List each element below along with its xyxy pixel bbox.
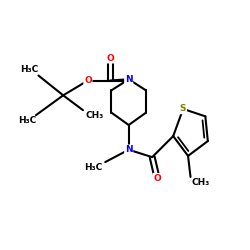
Text: S: S — [180, 104, 186, 114]
Text: H₃C: H₃C — [84, 163, 103, 172]
Text: N: N — [125, 75, 132, 84]
Text: H₃C: H₃C — [18, 116, 36, 125]
Text: O: O — [84, 76, 92, 85]
Text: O: O — [106, 54, 114, 63]
Text: H₃C: H₃C — [20, 65, 38, 74]
Text: O: O — [153, 174, 161, 183]
Text: CH₃: CH₃ — [86, 112, 104, 120]
Text: N: N — [125, 145, 132, 154]
Text: CH₃: CH₃ — [192, 178, 210, 187]
